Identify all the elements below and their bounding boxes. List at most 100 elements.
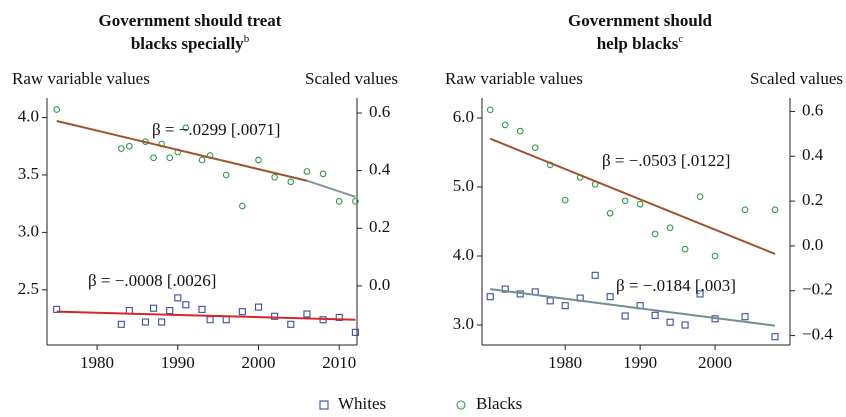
point (150, 154, 157, 162)
point (621, 197, 629, 205)
point (174, 294, 182, 302)
point (254, 303, 263, 311)
fit-line (56, 120, 308, 182)
point (636, 200, 644, 208)
point (771, 333, 779, 341)
title-note: c (678, 33, 683, 45)
annotation: β = −.0184 [.003] (616, 276, 736, 295)
x-tick-label: 2000 (242, 353, 276, 372)
title-text: help blacks (597, 34, 679, 53)
point (125, 142, 133, 150)
x-tick-label: 1990 (623, 353, 657, 372)
y-axis-label: Raw variable values (445, 69, 583, 88)
annotation: β = −.0008 [.0026] (88, 271, 216, 290)
y2-tick-label: −0.4 (802, 324, 833, 343)
point (117, 145, 125, 152)
chart-title: Government should (568, 11, 713, 30)
title-note: b (244, 33, 250, 45)
point (287, 320, 295, 328)
point (681, 245, 689, 253)
y2-tick-label: 0.4 (802, 145, 824, 164)
point (255, 156, 262, 164)
point (222, 171, 230, 179)
x-tick-label: 1980 (548, 353, 582, 372)
point (561, 196, 569, 204)
point (182, 124, 190, 132)
y-tick-label: 5.0 (453, 176, 474, 195)
chart-title: Government should treat (99, 11, 282, 30)
point (158, 318, 166, 326)
x-tick-label: 2000 (698, 353, 732, 372)
y-axis-label: Raw variable values (12, 69, 150, 88)
point (711, 252, 719, 260)
y2-tick-label: 0.6 (802, 100, 823, 119)
point (198, 156, 206, 164)
y-tick-label: 2.5 (18, 279, 39, 298)
x-tick-label: 1990 (161, 353, 195, 372)
point (238, 308, 246, 316)
y2-tick-label: 0.2 (369, 217, 390, 236)
y2-tick-label: 0.0 (369, 275, 390, 294)
fit-line (490, 288, 776, 327)
legend-marker (456, 400, 466, 410)
point (546, 297, 554, 305)
y2-axis-label: Scaled values (750, 69, 843, 88)
chart-title: help blacksc (597, 33, 684, 53)
legend-label: Blacks (476, 394, 522, 413)
point (335, 313, 343, 321)
point (651, 311, 659, 319)
fit-line (489, 137, 776, 255)
point (150, 304, 158, 312)
point (239, 202, 246, 210)
point (222, 316, 230, 324)
point (501, 285, 509, 293)
y2-axis-label: Scaled values (305, 69, 398, 88)
point (352, 198, 359, 205)
x-tick-label: 2010 (322, 353, 356, 372)
point (303, 168, 311, 175)
point (696, 290, 704, 298)
point (351, 328, 359, 336)
point (741, 206, 749, 214)
point (741, 313, 749, 321)
y-tick-label: 6.0 (453, 107, 474, 126)
y-tick-label: 3.0 (18, 221, 39, 240)
fit-line (306, 179, 356, 198)
point (141, 318, 150, 326)
point (666, 224, 674, 232)
point (531, 144, 539, 152)
point (771, 206, 779, 214)
point (117, 320, 125, 328)
point (319, 170, 327, 178)
y2-tick-label: 0.0 (802, 235, 823, 254)
point (606, 209, 614, 217)
point (198, 305, 206, 313)
point (335, 198, 343, 205)
y-tick-label: 3.0 (453, 314, 474, 333)
legend-marker (319, 400, 329, 410)
point (651, 230, 659, 238)
fit-line (56, 310, 356, 321)
y-tick-label: 4.0 (453, 245, 474, 264)
point (206, 316, 214, 324)
point (166, 306, 174, 315)
point (621, 312, 629, 320)
point (486, 106, 494, 114)
point (182, 301, 190, 309)
y-tick-label: 3.5 (18, 164, 39, 183)
y2-tick-label: −0.2 (802, 280, 833, 299)
chart-title: blacks speciallyb (131, 33, 250, 53)
point (501, 121, 509, 129)
point (516, 127, 524, 135)
point (606, 293, 614, 301)
point (696, 193, 704, 201)
point (666, 318, 674, 326)
annotation: β = −.0503 [.0122] (602, 151, 730, 170)
point (303, 310, 311, 318)
y2-tick-label: 0.4 (369, 160, 391, 179)
y2-tick-label: 0.2 (802, 190, 823, 209)
point (561, 302, 569, 310)
point (166, 154, 174, 162)
point (287, 178, 295, 186)
